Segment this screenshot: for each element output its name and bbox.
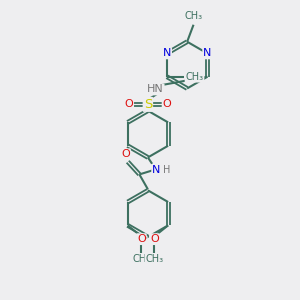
Text: HN: HN [147, 85, 164, 94]
Text: O: O [137, 234, 146, 244]
Text: O: O [150, 234, 159, 244]
Text: O: O [124, 99, 133, 110]
Text: S: S [144, 98, 152, 111]
Text: CH₃: CH₃ [132, 254, 151, 264]
Text: N: N [203, 48, 212, 59]
Text: N: N [152, 165, 160, 175]
Text: CH₃: CH₃ [145, 254, 164, 264]
Text: O: O [163, 99, 171, 110]
Text: CH₃: CH₃ [185, 72, 204, 82]
Text: O: O [121, 149, 130, 159]
Text: CH₃: CH₃ [184, 11, 202, 21]
Text: N: N [163, 48, 171, 59]
Text: H: H [163, 165, 171, 175]
